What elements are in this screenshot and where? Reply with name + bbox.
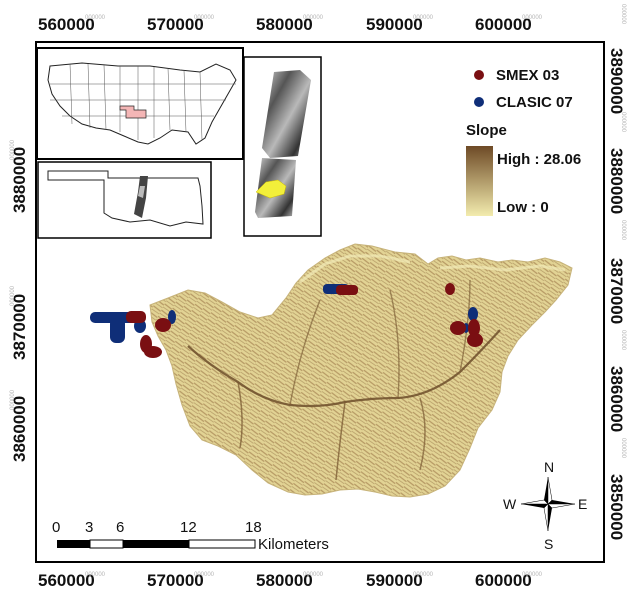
scale-label-6: 6 — [116, 519, 124, 536]
watershed-terrain — [149, 243, 573, 498]
scale-label-18: 18 — [245, 519, 262, 536]
inset-oklahoma-map — [37, 161, 212, 239]
top-tick-label: 570000 — [147, 15, 204, 34]
smex03-points — [126, 283, 483, 358]
scale-unit-label: Kilometers — [258, 536, 329, 553]
right-tick-label: 3850000 — [607, 474, 626, 540]
legend-smex-label: SMEX 03 — [496, 67, 559, 84]
bottom-tick-suffix: 000000 — [303, 572, 324, 578]
right-tick-label: 3890000 — [607, 48, 626, 114]
north-label: N — [544, 459, 554, 475]
south-label: S — [544, 536, 553, 552]
inset-satellite-strip — [243, 56, 322, 237]
right-tick-suffix: 000000 — [620, 4, 626, 25]
right-tick-label: 3870000 — [607, 258, 626, 324]
left-tick-label: 3860000 — [10, 396, 29, 462]
right-tick-suffix: 000000 — [620, 438, 626, 459]
left-tick-suffix: 000000 — [10, 389, 16, 410]
legend-clasic-label: CLASIC 07 — [496, 94, 573, 111]
scale-label-3: 3 — [85, 519, 93, 536]
legend-slope-title: Slope — [466, 122, 507, 139]
bottom-tick-label: 570000 — [147, 571, 204, 590]
left-tick-suffix: 000000 — [10, 139, 16, 160]
left-tick-label: 3880000 — [10, 147, 29, 213]
bottom-tick-label: 560000 — [38, 571, 95, 590]
top-tick-label: 580000 — [256, 15, 313, 34]
top-tick-suffix: 000000 — [194, 15, 215, 21]
scale-label-12: 12 — [180, 519, 197, 536]
slope-color-ramp — [466, 146, 493, 216]
scale-bar: 0 3 6 12 18 Kilometers — [52, 519, 329, 553]
legend-slope-high: High : 28.06 — [497, 151, 581, 168]
left-axis: 3880000 000000 3870000 000000 3860000 00… — [10, 139, 29, 462]
legend: SMEX 03 CLASIC 07 Slope High : 28.06 Low… — [466, 67, 581, 216]
right-axis: 3890000 000000 3880000 000000 3870000 00… — [607, 4, 626, 540]
right-tick-suffix: 000000 — [620, 112, 626, 133]
west-label: W — [503, 496, 517, 512]
top-axis: 560000 000000 570000 000000 580000 00000… — [38, 15, 543, 34]
top-tick-suffix: 000000 — [85, 15, 106, 21]
bottom-tick-label: 590000 — [366, 571, 423, 590]
bottom-tick-suffix: 000000 — [194, 572, 215, 578]
north-arrow: N S E W — [503, 459, 587, 552]
inset-usa-map — [36, 47, 244, 160]
legend-smex-marker — [474, 70, 484, 80]
left-tick-suffix: 000000 — [10, 285, 16, 306]
east-label: E — [578, 496, 587, 512]
top-tick-label: 560000 — [38, 15, 95, 34]
bottom-tick-label: 600000 — [475, 571, 532, 590]
bottom-tick-suffix: 000000 — [85, 572, 106, 578]
left-tick-label: 3870000 — [10, 294, 29, 360]
right-tick-suffix: 000000 — [620, 330, 626, 351]
bottom-tick-label: 580000 — [256, 571, 313, 590]
legend-clasic-marker — [474, 97, 484, 107]
bottom-axis: 560000 000000 570000 000000 580000 00000… — [38, 571, 543, 590]
legend-slope-low: Low : 0 — [497, 199, 549, 216]
bottom-tick-suffix: 000000 — [413, 572, 434, 578]
right-tick-label: 3860000 — [607, 366, 626, 432]
top-tick-suffix: 000000 — [522, 15, 543, 21]
top-tick-label: 600000 — [475, 15, 532, 34]
top-tick-suffix: 000000 — [303, 15, 324, 21]
top-tick-label: 590000 — [366, 15, 423, 34]
bottom-tick-suffix: 000000 — [522, 572, 543, 578]
top-tick-suffix: 000000 — [413, 15, 434, 21]
scale-label-0: 0 — [52, 519, 60, 536]
right-tick-label: 3880000 — [607, 148, 626, 214]
right-tick-suffix: 000000 — [620, 220, 626, 241]
